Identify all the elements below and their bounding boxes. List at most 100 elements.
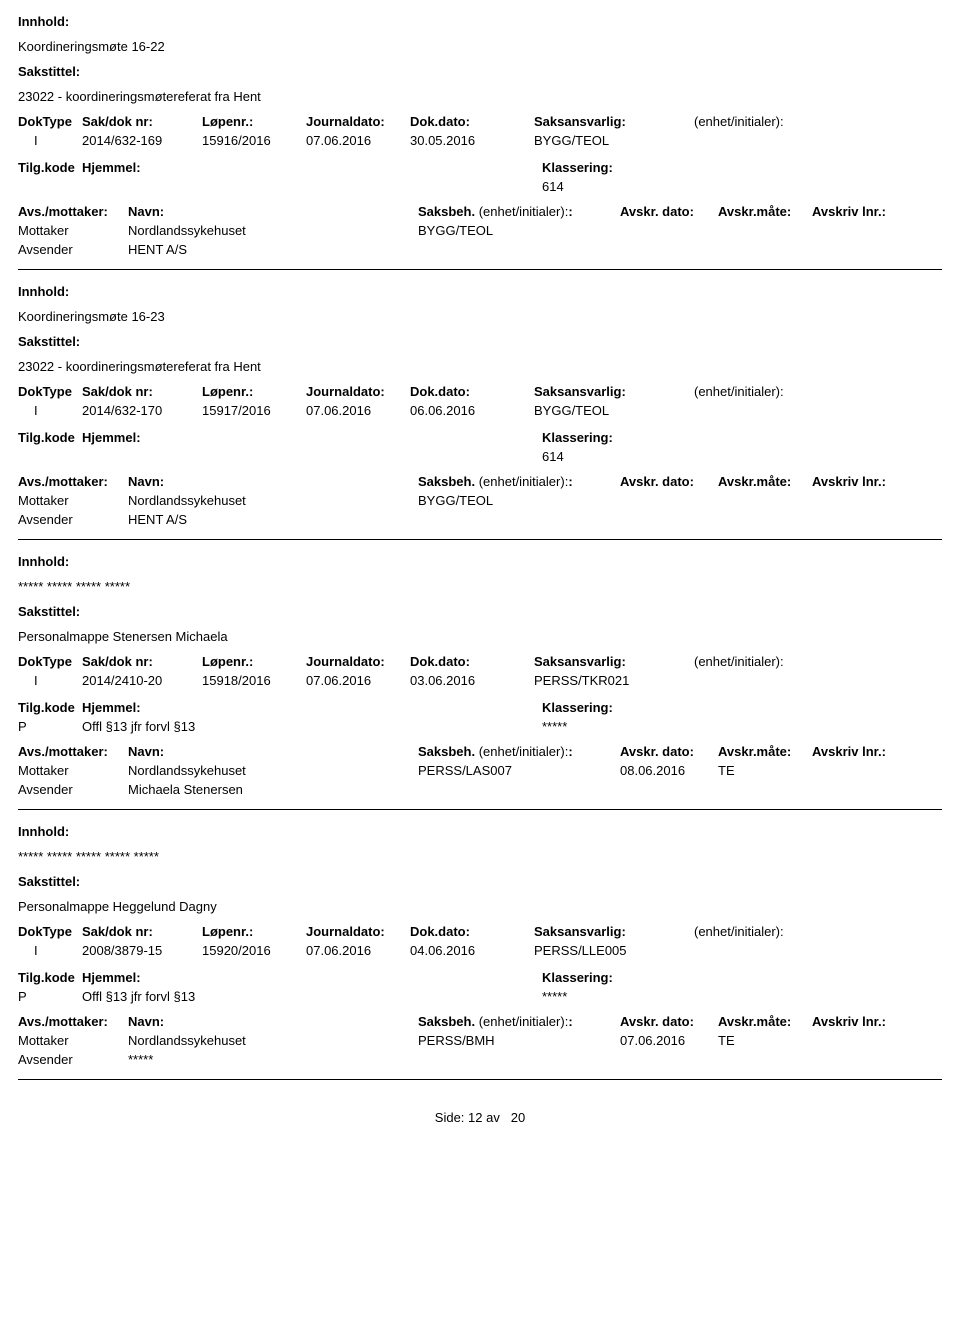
doktype-value: I	[18, 673, 82, 688]
doktype-header: DokType	[18, 384, 82, 399]
meta-header-row: DokType Sak/dok nr: Løpenr.: Journaldato…	[18, 924, 942, 939]
avsender-name: HENT A/S	[128, 242, 418, 257]
saksansvarlig-header: Saksansvarlig:	[534, 384, 694, 399]
tilgkode-value	[18, 449, 82, 464]
saksansvarlig-value: PERSS/LLE005	[534, 943, 694, 958]
tilg-value-row: P Offl §13 jfr forvl §13 *****	[18, 989, 942, 1004]
mottaker-name: Nordlandssykehuset	[128, 223, 418, 238]
avskrdato-header: Avskr. dato:	[620, 474, 718, 489]
dokdato-header: Dok.dato:	[410, 384, 534, 399]
mottaker-saksbeh: PERSS/LAS007	[418, 763, 620, 778]
tilgkode-header: Tilg.kode	[18, 970, 82, 985]
mottaker-saksbeh: BYGG/TEOL	[418, 493, 620, 508]
klassering-value: 614	[542, 449, 942, 464]
avs-header-row: Avs./mottaker: Navn: Saksbeh. (enhet/ini…	[18, 474, 942, 489]
tilgkode-value: P	[18, 719, 82, 734]
meta-value-row: I 2014/2410-20 15918/2016 07.06.2016 03.…	[18, 673, 942, 688]
hjemmel-value	[82, 179, 542, 194]
lopenr-header: Løpenr.:	[202, 924, 306, 939]
journaldato-value: 07.06.2016	[306, 403, 410, 418]
sakdoknr-header: Sak/dok nr:	[82, 924, 202, 939]
innhold-label: Innhold:	[18, 554, 942, 569]
journaldato-value: 07.06.2016	[306, 133, 410, 148]
sakstittel-label: Sakstittel:	[18, 64, 942, 79]
avsender-row: Avsender Michaela Stenersen	[18, 782, 942, 797]
sakdoknr-value: 2014/2410-20	[82, 673, 202, 688]
meta-value-row: I 2008/3879-15 15920/2016 07.06.2016 04.…	[18, 943, 942, 958]
avsmottaker-header: Avs./mottaker:	[18, 474, 128, 489]
doktype-value: I	[18, 943, 82, 958]
saksbeh-header: Saksbeh. (enhet/initialer)::	[418, 204, 620, 219]
saksansvarlig-value: BYGG/TEOL	[534, 403, 694, 418]
journal-entry: Innhold: ***** ***** ***** ***** Sakstit…	[18, 554, 942, 797]
doktype-value: I	[18, 133, 82, 148]
page-total: 20	[511, 1110, 525, 1125]
avskrmate-header: Avskr.måte:	[718, 744, 812, 759]
saksansvarlig-header: Saksansvarlig:	[534, 654, 694, 669]
meta-value-row: I 2014/632-169 15916/2016 07.06.2016 30.…	[18, 133, 942, 148]
lopenr-value: 15920/2016	[202, 943, 306, 958]
tilgkode-value	[18, 179, 82, 194]
mottaker-row: Mottaker Nordlandssykehuset BYGG/TEOL	[18, 223, 942, 238]
journaldato-header: Journaldato:	[306, 384, 410, 399]
navn-header: Navn:	[128, 204, 418, 219]
avskrivlnr-header: Avskriv lnr.:	[812, 474, 902, 489]
journal-entry: Innhold: Koordineringsmøte 16-23 Sakstit…	[18, 284, 942, 527]
mottaker-name: Nordlandssykehuset	[128, 1033, 418, 1048]
sakdoknr-value: 2008/3879-15	[82, 943, 202, 958]
avs-header-row: Avs./mottaker: Navn: Saksbeh. (enhet/ini…	[18, 204, 942, 219]
mottaker-avskrmate: TE	[718, 1033, 812, 1048]
mottaker-row: Mottaker Nordlandssykehuset PERSS/BMH 07…	[18, 1033, 942, 1048]
avskrdato-header: Avskr. dato:	[620, 204, 718, 219]
avs-header-row: Avs./mottaker: Navn: Saksbeh. (enhet/ini…	[18, 744, 942, 759]
tilg-header-row: Tilg.kode Hjemmel: Klassering:	[18, 160, 942, 175]
sakstittel-label: Sakstittel:	[18, 334, 942, 349]
doktype-header: DokType	[18, 114, 82, 129]
side-label: Side:	[435, 1110, 465, 1125]
tilgkode-value: P	[18, 989, 82, 1004]
saksbeh-header: Saksbeh. (enhet/initialer)::	[418, 1014, 620, 1029]
journal-entry: Innhold: Koordineringsmøte 16-22 Sakstit…	[18, 14, 942, 257]
innhold-value: ***** ***** ***** *****	[18, 579, 942, 594]
innhold-label: Innhold:	[18, 824, 942, 839]
navn-header: Navn:	[128, 744, 418, 759]
meta-header-row: DokType Sak/dok nr: Løpenr.: Journaldato…	[18, 384, 942, 399]
avsender-name: *****	[128, 1052, 418, 1067]
tilgkode-header: Tilg.kode	[18, 700, 82, 715]
avskrivlnr-header: Avskriv lnr.:	[812, 744, 902, 759]
sakstittel-value: 23022 - koordineringsmøtereferat fra Hen…	[18, 359, 942, 374]
saksansvarlig-value: PERSS/TKR021	[534, 673, 694, 688]
klassering-header: Klassering:	[542, 430, 942, 445]
avskrivlnr-header: Avskriv lnr.:	[812, 204, 902, 219]
enhet-header: (enhet/initialer):	[694, 384, 834, 399]
mottaker-role: Mottaker	[18, 223, 128, 238]
klassering-header: Klassering:	[542, 700, 942, 715]
mottaker-role: Mottaker	[18, 493, 128, 508]
entry-divider	[18, 269, 942, 270]
entry-divider	[18, 1079, 942, 1080]
avsmottaker-header: Avs./mottaker:	[18, 204, 128, 219]
enhet-header: (enhet/initialer):	[694, 114, 834, 129]
avsender-row: Avsender *****	[18, 1052, 942, 1067]
hjemmel-header: Hjemmel:	[82, 160, 542, 175]
sakdoknr-header: Sak/dok nr:	[82, 654, 202, 669]
innhold-value: Koordineringsmøte 16-22	[18, 39, 942, 54]
mottaker-row: Mottaker Nordlandssykehuset PERSS/LAS007…	[18, 763, 942, 778]
journaldato-value: 07.06.2016	[306, 673, 410, 688]
lopenr-header: Løpenr.:	[202, 654, 306, 669]
tilg-value-row: 614	[18, 449, 942, 464]
lopenr-value: 15917/2016	[202, 403, 306, 418]
doktype-value: I	[18, 403, 82, 418]
innhold-value: ***** ***** ***** ***** *****	[18, 849, 942, 864]
lopenr-header: Løpenr.:	[202, 114, 306, 129]
klassering-header: Klassering:	[542, 970, 942, 985]
innhold-label: Innhold:	[18, 14, 942, 29]
doktype-header: DokType	[18, 924, 82, 939]
hjemmel-header: Hjemmel:	[82, 970, 542, 985]
avskrmate-header: Avskr.måte:	[718, 474, 812, 489]
dokdato-value: 04.06.2016	[410, 943, 534, 958]
tilgkode-header: Tilg.kode	[18, 430, 82, 445]
saksansvarlig-value: BYGG/TEOL	[534, 133, 694, 148]
avsender-row: Avsender HENT A/S	[18, 242, 942, 257]
tilg-header-row: Tilg.kode Hjemmel: Klassering:	[18, 700, 942, 715]
